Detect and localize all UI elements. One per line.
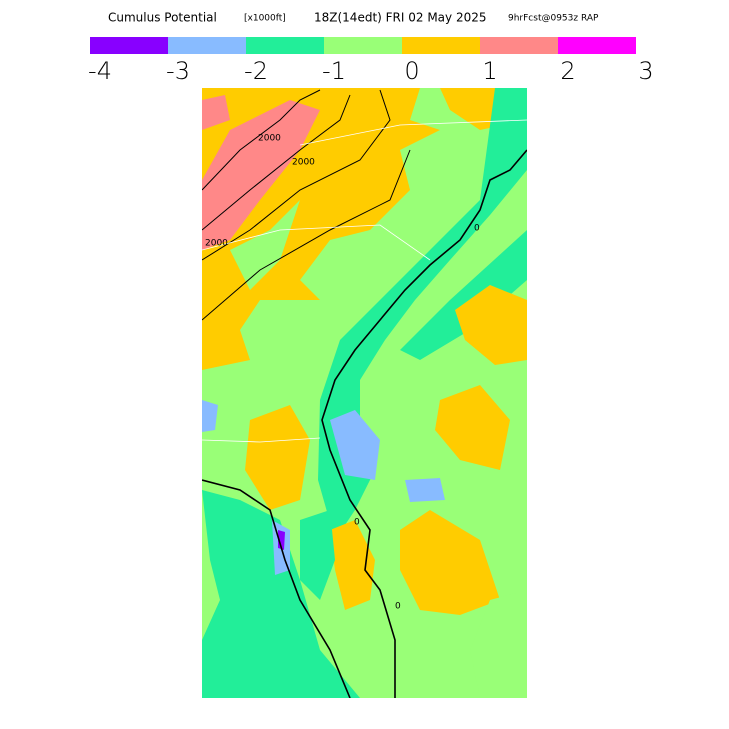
- teal-field: [300, 510, 335, 600]
- contour: [202, 89, 321, 191]
- colorbar-swatch: [90, 37, 168, 54]
- colorbar-label: -4: [88, 57, 112, 85]
- contour-label: 0: [474, 224, 480, 234]
- contour-label: 0: [395, 602, 401, 612]
- title: Cumulus Potential [x1000ft] 18Z(14edt) F…: [108, 11, 599, 25]
- colorbar-swatch: [480, 37, 558, 54]
- colorbar: -4 -3 -2 -1 0 1 2 3: [88, 37, 654, 85]
- pink-field: [202, 100, 320, 250]
- colorbar-label: 3: [638, 57, 653, 85]
- blue-field: [330, 410, 380, 480]
- contour-label: 2000: [258, 134, 281, 144]
- valid-time: 18Z(14edt) FRI 02 May 2025: [314, 11, 486, 25]
- units: [x1000ft]: [244, 14, 286, 24]
- contour: [202, 89, 391, 261]
- contour: [202, 149, 411, 321]
- border: [202, 437, 321, 443]
- blue-field: [405, 478, 445, 502]
- orange-field: [330, 520, 375, 610]
- contour-label: 2000: [205, 239, 228, 249]
- pink-field: [202, 95, 230, 130]
- contour: [202, 94, 351, 231]
- border: [299, 119, 527, 146]
- forecast: 9hrFcst@0953z RAP: [508, 14, 599, 24]
- orange-field: [455, 285, 527, 365]
- teal-field: [400, 230, 527, 360]
- coastline: [202, 479, 351, 698]
- colorbar-label: 1: [482, 57, 497, 85]
- contour-label: 0: [354, 518, 360, 528]
- colorbar-label: -1: [322, 57, 346, 85]
- colorbar-label: 2: [560, 57, 575, 85]
- teal-field: [202, 490, 360, 698]
- green-field: [230, 200, 300, 290]
- colorbar-swatch: [246, 37, 324, 54]
- map-fields: [202, 88, 527, 698]
- colorbar-label: -3: [166, 57, 190, 85]
- orange-field: [400, 510, 500, 615]
- title-text: Cumulus Potential: [108, 11, 217, 25]
- colorbar-swatch: [558, 37, 636, 54]
- border: [202, 224, 431, 261]
- colorbar-swatch: [402, 37, 480, 54]
- contour-label: 2000: [292, 158, 315, 168]
- orange-field: [435, 385, 510, 470]
- colorbar-label: -2: [244, 57, 268, 85]
- colorbar-label: 0: [404, 57, 419, 85]
- orange-field: [245, 405, 310, 510]
- green-field: [470, 590, 527, 698]
- coastline: [321, 149, 527, 698]
- colorbar-swatch: [324, 37, 402, 54]
- blue-field: [202, 400, 218, 432]
- teal-field: [318, 88, 527, 540]
- map: 2000 2000 2000 0 0 0: [202, 88, 527, 698]
- colorbar-swatch: [168, 37, 246, 54]
